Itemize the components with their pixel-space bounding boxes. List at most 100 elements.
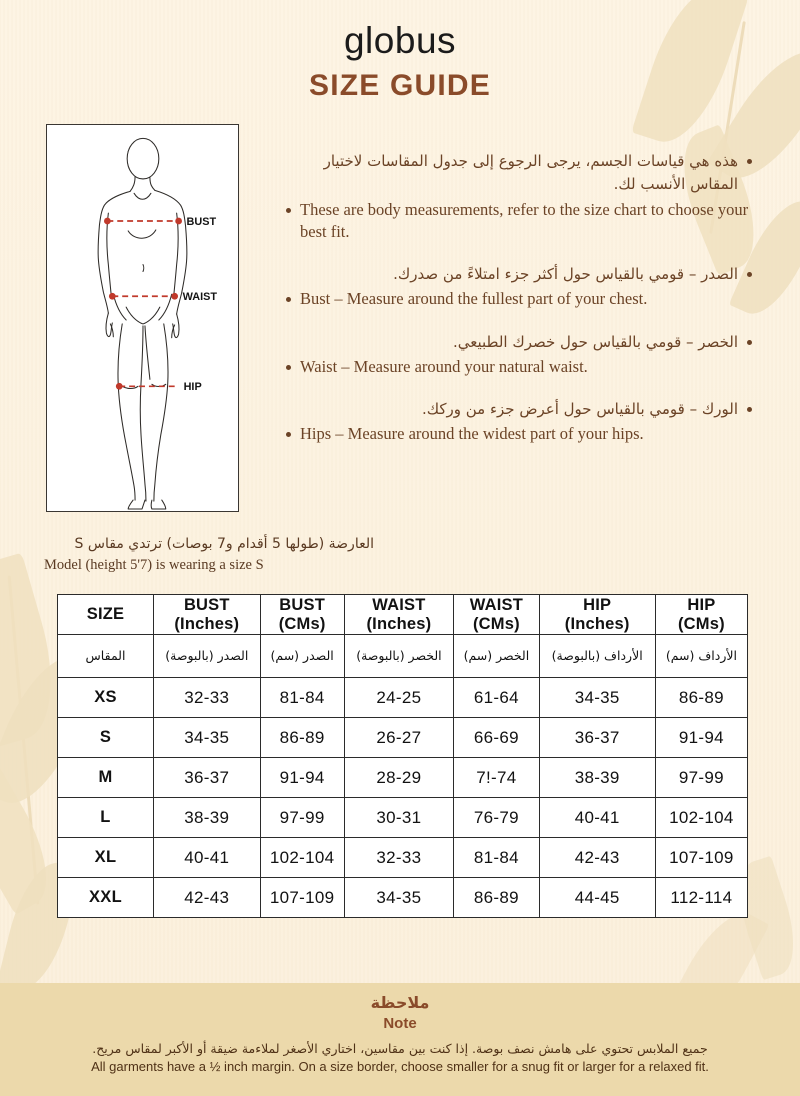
- brand-logo: globus: [343, 20, 457, 61]
- column-header-hip-cms: HIP (CMs): [654, 594, 749, 635]
- column-header-bust-cms-ar: الصدر (سم): [259, 634, 345, 678]
- column-header-hip-inches: HIP (Inches): [538, 594, 656, 635]
- size-label-cell: XXL: [57, 877, 154, 918]
- size-label-cell: XS: [57, 677, 154, 718]
- column-header-size-ar: المقاس: [57, 634, 154, 678]
- model-figure-panel: BUST WAIST HIP: [46, 124, 239, 512]
- note-title-arabic: ملاحظة: [370, 993, 430, 1012]
- list-item: الخصر – قومي بالقياس حول خصرك الطبيعي.: [286, 331, 752, 354]
- size-label-cell: S: [57, 717, 154, 758]
- list-item: الصدر – قومي بالقياس حول أكثر جزء امتلاء…: [286, 263, 752, 286]
- instruction-english: Bust – Measure around the fullest part o…: [300, 289, 648, 309]
- measurement-cell: 61-64: [453, 677, 540, 718]
- table-row: M 36-37 91-94 28-29 7!-74 38-39 97-99: [57, 757, 749, 798]
- leaf-stem-icon: [7, 575, 40, 905]
- measurement-cell: 40-41: [153, 837, 261, 878]
- measurement-cell: 107-109: [654, 837, 749, 878]
- column-header-waist-inches: WAIST (Inches): [343, 594, 455, 635]
- measurement-cell: 32-33: [153, 677, 261, 718]
- measurement-cell: 76-79: [453, 797, 540, 838]
- measurement-cell: 34-35: [153, 717, 261, 758]
- bullet-dot-icon: [747, 272, 752, 278]
- size-label-cell: XL: [57, 837, 154, 878]
- bullet-dot-icon: [747, 339, 752, 345]
- list-item: Bust – Measure around the fullest part o…: [286, 288, 752, 310]
- measurement-cell: 36-37: [153, 757, 261, 798]
- bullet-dot-icon: [286, 207, 291, 213]
- bullet-dot-icon: [286, 364, 291, 370]
- bullet-dot-icon: [286, 297, 291, 303]
- measurement-cell: 40-41: [538, 797, 656, 838]
- hip-label: HIP: [184, 381, 202, 393]
- measurement-cell: 7!-74: [453, 757, 540, 798]
- measurement-cell: 28-29: [343, 757, 455, 798]
- measurement-cell: 34-35: [538, 677, 656, 718]
- bullet-dot-icon: [747, 159, 752, 164]
- measurement-cell: 42-43: [538, 837, 656, 878]
- page-header: globus SIZE GUIDE: [0, 20, 800, 103]
- table-row: XS 32-33 81-84 24-25 61-64 34-35 86-89: [57, 677, 749, 718]
- table-row: XL 40-41 102-104 32-33 81-84 42-43 107-109: [57, 837, 749, 878]
- column-header-hip-cms-ar: الأرداف (سم): [654, 634, 749, 678]
- measurement-cell: 91-94: [259, 757, 345, 798]
- measurement-cell: 81-84: [453, 837, 540, 878]
- size-chart-table: SIZE BUST (Inches) BUST (CMs) WAIST (Inches…: [57, 594, 749, 918]
- table-row: XXL 42-43 107-109 34-35 86-89 44-45 112-114: [57, 877, 749, 918]
- measurement-cell: 66-69: [453, 717, 540, 758]
- measurement-cell: 91-94: [654, 717, 749, 758]
- bullet-dot-icon: [747, 407, 752, 413]
- table-row: L 38-39 97-99 30-31 76-79 40-41 102-104: [57, 797, 749, 838]
- model-caption-arabic: العارضة (طولها 5 أقدام و7 بوصات) ترتدي م…: [74, 536, 374, 552]
- size-chart-body: المقاس الصدر (بالبوصة) الصدر (سم) الخصر …: [57, 634, 749, 918]
- measurement-cell: 107-109: [259, 877, 345, 918]
- list-item: Hips – Measure around the widest part of…: [286, 423, 752, 445]
- list-item: These are body measurements, refer to th…: [286, 199, 752, 244]
- list-item: هذه هي قياسات الجسم، يرجى الرجوع إلى جدو…: [286, 150, 752, 197]
- instruction-arabic: الورك – قومي بالقياس حول أعرض جزء من ورك…: [421, 400, 738, 419]
- column-header-size: SIZE: [57, 594, 154, 635]
- measurement-cell: 24-25: [343, 677, 455, 718]
- measurement-cell: 42-43: [153, 877, 261, 918]
- size-label-cell: L: [57, 797, 154, 838]
- female-body-diagram: BUST WAIST HIP: [97, 137, 218, 510]
- measurement-cell: 112-114: [654, 877, 749, 918]
- measurement-instructions: هذه هي قياسات الجسم، يرجى الرجوع إلى جدو…: [286, 150, 752, 448]
- model-caption-english: Model (height 5'7) is wearing a size S: [44, 557, 264, 573]
- instruction-group: الورك – قومي بالقياس حول أعرض جزء من ورك…: [286, 398, 752, 446]
- measurement-cell: 26-27: [343, 717, 455, 758]
- size-chart: SIZE BUST (Inches) BUST (CMs) WAIST (Inches…: [57, 594, 749, 918]
- bust-label: BUST: [187, 216, 217, 228]
- instruction-arabic: الصدر – قومي بالقياس حول أكثر جزء امتلاء…: [393, 265, 738, 284]
- table-row: S 34-35 86-89 26-27 66-69 36-37 91-94: [57, 717, 749, 758]
- measurement-cell: 102-104: [654, 797, 749, 838]
- size-label-cell: M: [57, 757, 154, 798]
- column-header-bust-inches: BUST (Inches): [153, 594, 261, 635]
- note-body-arabic: جميع الملابس تحتوي على هامش نصف بوصة. إذ…: [92, 1041, 708, 1057]
- measurement-cell: 38-39: [538, 757, 656, 798]
- measurement-cell: 30-31: [343, 797, 455, 838]
- measurement-cell: 102-104: [259, 837, 345, 878]
- column-header-hip-inches-ar: الأرداف (بالبوصة): [538, 634, 656, 678]
- measurement-cell: 34-35: [343, 877, 455, 918]
- list-item: الورك – قومي بالقياس حول أعرض جزء من ورك…: [286, 398, 752, 421]
- column-header-waist-inches-ar: الخصر (بالبوصة): [343, 634, 455, 678]
- measurement-cell: 97-99: [259, 797, 345, 838]
- waist-label: WAIST: [183, 291, 218, 303]
- table-header-row-english: SIZE BUST (Inches) BUST (CMs) WAIST (Inches…: [57, 594, 749, 635]
- column-header-bust-cms: BUST (CMs): [259, 594, 345, 635]
- measurement-cell: 86-89: [453, 877, 540, 918]
- note-body-english: All garments have a ½ inch margin. On a …: [91, 1059, 709, 1075]
- bullet-dot-icon: [286, 432, 291, 438]
- measurement-cell: 38-39: [153, 797, 261, 838]
- instruction-arabic: هذه هي قياسات الجسم، يرجى الرجوع إلى جدو…: [323, 152, 738, 194]
- column-header-bust-inches-ar: الصدر (بالبوصة): [153, 634, 261, 678]
- instruction-group: الصدر – قومي بالقياس حول أكثر جزء امتلاء…: [286, 263, 752, 311]
- list-item: Waist – Measure around your natural wais…: [286, 356, 752, 378]
- table-header-row-arabic: المقاس الصدر (بالبوصة) الصدر (سم) الخصر …: [57, 634, 749, 678]
- instruction-english: Hips – Measure around the widest part of…: [300, 424, 644, 444]
- instruction-group: الخصر – قومي بالقياس حول خصرك الطبيعي. W…: [286, 331, 752, 379]
- measurement-cell: 86-89: [654, 677, 749, 718]
- measurement-cell: 81-84: [259, 677, 345, 718]
- measurement-cell: 32-33: [343, 837, 455, 878]
- model-caption: العارضة (طولها 5 أقدام و7 بوصات) ترتدي م…: [44, 534, 374, 577]
